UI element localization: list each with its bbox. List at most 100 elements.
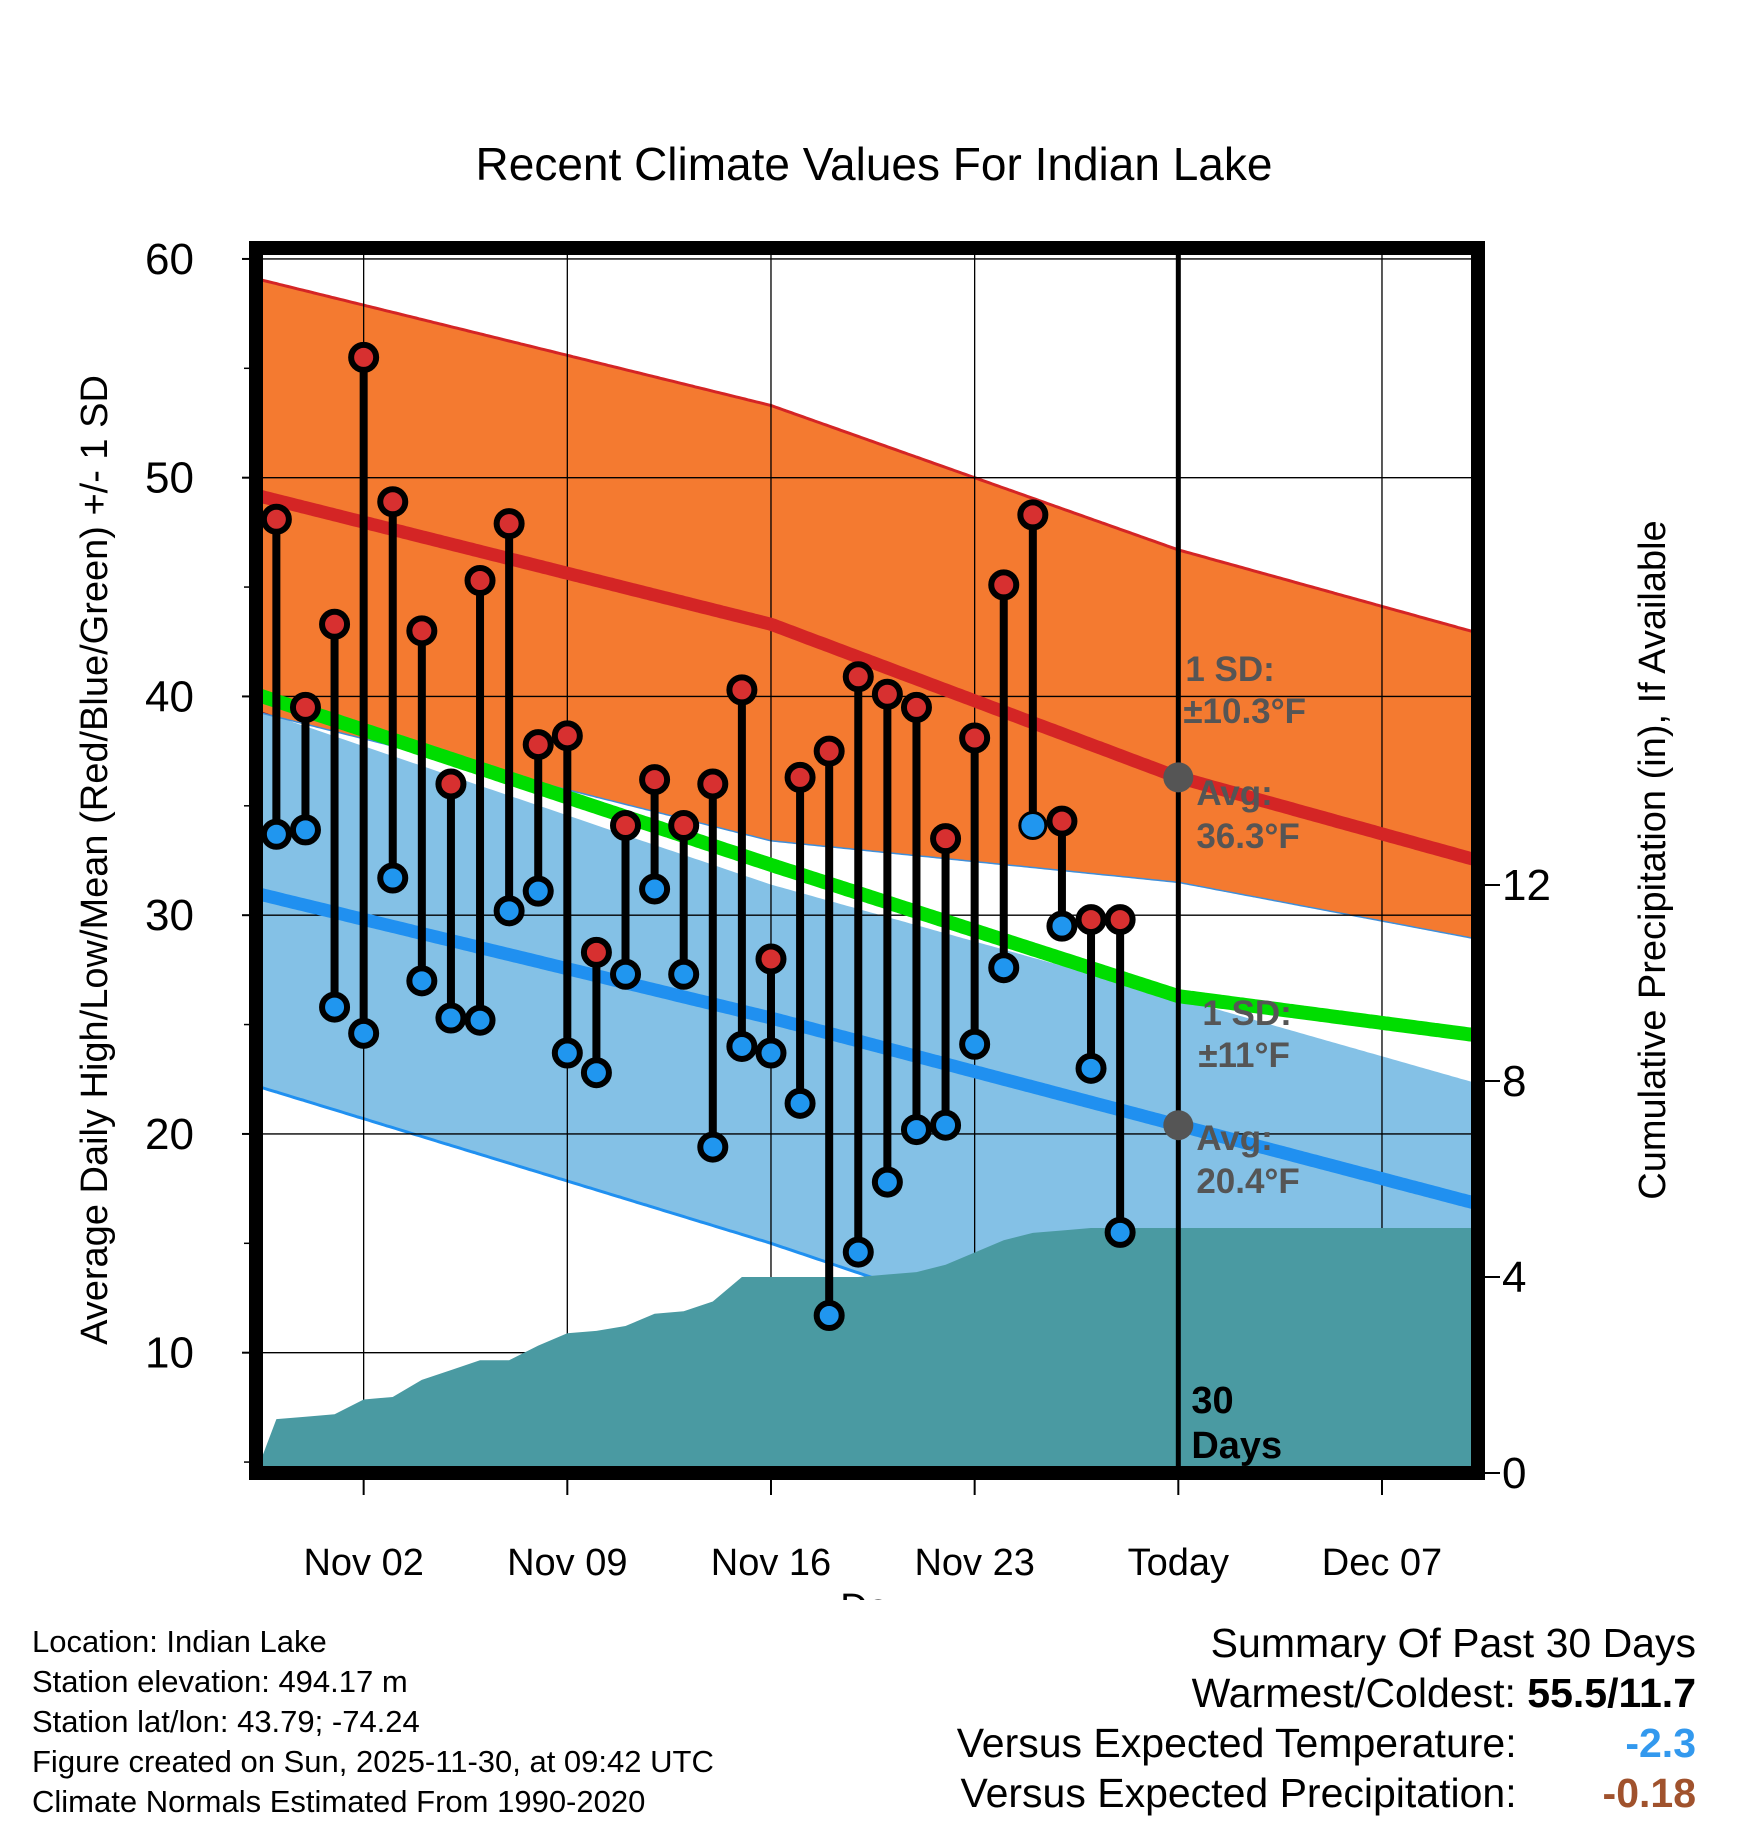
x-tick-label: Dec 07 (1322, 1542, 1442, 1584)
precip-departure-value: -0.18 (1602, 1770, 1696, 1816)
x-tick-label: Today (1128, 1542, 1229, 1584)
low-marker (668, 958, 700, 990)
daily-bar (551, 720, 583, 1069)
low-sd-value: ±11°F (1198, 1036, 1290, 1075)
high-marker (580, 936, 612, 968)
x-axis-label: Day (840, 1587, 908, 1600)
high-marker (900, 691, 932, 723)
summary-panel: Summary Of Past 30 Days Warmest/Coldest:… (957, 1618, 1696, 1818)
daily-bar (580, 936, 612, 1089)
high-marker (348, 341, 380, 373)
high-marker (959, 722, 991, 754)
station-info: Location: Indian Lake Station elevation:… (32, 1622, 714, 1822)
period-number: 30 (1191, 1380, 1233, 1422)
low-marker (551, 1037, 583, 1069)
low-marker (813, 1300, 845, 1331)
y-tick-label-left: 50 (145, 454, 194, 503)
y-tick-label-left: 40 (145, 672, 194, 721)
daily-bar (784, 761, 816, 1119)
high-marker (493, 508, 525, 540)
high-normal-line (254, 488, 1480, 867)
high-marker (1046, 805, 1078, 837)
low-marker (871, 1166, 903, 1198)
high-marker (871, 678, 903, 710)
period-unit: Days (1191, 1425, 1282, 1467)
x-tick-label: Nov 09 (507, 1542, 627, 1584)
daily-bar (1046, 805, 1078, 942)
high-marker (406, 615, 438, 647)
low-avg-value: 20.4°F (1196, 1162, 1300, 1201)
daily-bar (1104, 904, 1136, 1248)
precip-area (256, 1228, 1478, 1473)
low-sd-label: 1 SD: (1202, 994, 1291, 1033)
daily-bar (260, 503, 292, 850)
daily-bar (871, 678, 903, 1198)
y-tick-label-right: 12 (1502, 861, 1551, 910)
x-tick-label: Nov 02 (303, 1542, 423, 1584)
normals-text: Climate Normals Estimated From 1990-2020 (32, 1784, 646, 1819)
elevation-text: Station elevation: 494.17 m (32, 1664, 408, 1699)
low-marker (988, 952, 1020, 984)
low-normal-line (254, 886, 1480, 1211)
low-marker (406, 965, 438, 997)
y-tick-label-left: 10 (145, 1329, 194, 1378)
high-avg-value: 36.3°F (1196, 817, 1300, 856)
low-marker (435, 1002, 467, 1034)
warm-cold-label: Warmest/Coldest: (1191, 1670, 1516, 1716)
y-tick-label-right: 8 (1502, 1057, 1526, 1106)
daily-bar (435, 768, 467, 1034)
high-avg-label: Avg: (1196, 774, 1272, 813)
low-marker (639, 873, 671, 905)
high-marker (697, 768, 729, 800)
low-marker (522, 875, 554, 907)
precip-departure-row: Versus Expected Precipitation: -0.18 (957, 1768, 1697, 1818)
low-marker (1046, 910, 1078, 942)
low-marker (260, 818, 292, 850)
daily-bar (697, 768, 729, 1163)
low-marker (930, 1109, 962, 1141)
x-tick-label: Nov 23 (914, 1542, 1034, 1584)
daily-bar (842, 661, 874, 1268)
location-text: Location: Indian Lake (32, 1624, 327, 1659)
high-marker (289, 691, 321, 723)
low-marker (319, 991, 351, 1023)
daily-bar (1017, 499, 1049, 840)
high-marker (755, 943, 787, 975)
summary-title: Summary Of Past 30 Days (1210, 1620, 1696, 1666)
high-marker (260, 503, 292, 535)
plot-frame (249, 241, 1485, 1480)
y-tick-label-right: 0 (1502, 1449, 1526, 1498)
high-sd-value: ±10.3°F (1183, 692, 1306, 731)
high-marker (842, 661, 874, 693)
high-marker (319, 608, 351, 640)
low-marker (348, 1017, 380, 1049)
daily-bar (639, 764, 671, 905)
low-marker (1018, 811, 1048, 840)
created-text: Figure created on Sun, 2025-11-30, at 09… (32, 1744, 714, 1779)
high-upper-edge (255, 277, 1479, 635)
high-avg-dot (1163, 762, 1194, 793)
high-marker (639, 764, 671, 796)
low-marker (493, 895, 525, 927)
low-marker (784, 1087, 816, 1119)
low-marker (959, 1028, 991, 1060)
high-marker (930, 823, 962, 855)
daily-bar (348, 341, 380, 1049)
daily-bar (610, 810, 642, 990)
high-marker (784, 761, 816, 793)
low-marker (377, 862, 409, 894)
low-marker (755, 1037, 787, 1069)
daily-bar (522, 729, 554, 907)
precip-departure-label: Versus Expected Precipitation: (960, 1770, 1517, 1816)
daily-bar (959, 722, 991, 1060)
low-avg-dot (1163, 1110, 1194, 1141)
low-marker (580, 1057, 612, 1089)
high-marker (1075, 904, 1107, 936)
low-marker (900, 1114, 932, 1146)
mean-normal-line (253, 687, 1479, 1043)
daily-bar (464, 565, 496, 1036)
warm-cold-row: Warmest/Coldest: 55.5/11.7 (957, 1668, 1696, 1718)
low-avg-label: Avg: (1196, 1119, 1272, 1158)
chart-title: Recent Climate Values For Indian Lake (476, 138, 1273, 190)
low-marker (697, 1131, 729, 1163)
